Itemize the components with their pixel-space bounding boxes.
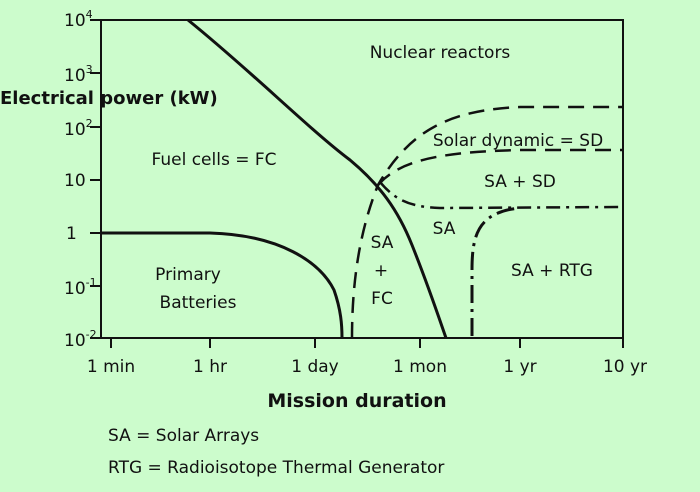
x-tick-label: 1 hr — [193, 357, 227, 377]
y-tick-label: 104 — [64, 8, 93, 31]
fuel-cell-nuclear-boundary — [187, 18, 448, 339]
x-tick-label: 1 yr — [503, 357, 536, 377]
region-label-primary: Primary — [155, 265, 221, 285]
region-label-nuclear-reactors: Nuclear reactors — [370, 43, 511, 63]
legend-sa: SA = Solar Arrays — [108, 426, 259, 446]
region-label-sa-sd: SA + SD — [484, 172, 556, 192]
primary-batteries-boundary — [101, 231, 344, 339]
region-label-fuel-cells: Fuel cells = FC — [151, 150, 276, 170]
solar-dynamic-lower-boundary — [377, 148, 622, 186]
y-tick-label: 103 — [64, 63, 93, 86]
sa-sd-boundary — [379, 181, 623, 210]
region-label-solar-dynamic: Solar dynamic = SD — [433, 131, 603, 151]
region-label-sa-fc-sa: SA — [371, 233, 394, 253]
region-label-sa-rtg: SA + RTG — [511, 261, 593, 281]
y-tick-label: 102 — [64, 117, 93, 140]
y-tick-label: 10-1 — [64, 276, 97, 299]
x-tick-label: 1 day — [291, 357, 339, 377]
y-axis-title: Electrical power (kW) — [0, 88, 218, 109]
region-label-sa-fc-plus: + — [374, 261, 388, 281]
rtg-boundary — [470, 206, 521, 336]
y-tick-marks — [90, 19, 101, 339]
x-axis-title: Mission duration — [267, 390, 446, 412]
legend-rtg: RTG = Radioisotope Thermal Generator — [108, 458, 444, 478]
x-tick-marks — [110, 338, 624, 348]
x-tick-label: 1 mon — [393, 357, 447, 377]
region-label-sa-fc-fc: FC — [371, 289, 393, 309]
x-tick-label: 1 min — [87, 357, 135, 377]
y-tick-label: 1 — [66, 224, 77, 244]
region-label-sa: SA — [433, 219, 456, 239]
y-tick-label: 10 — [64, 171, 86, 191]
y-tick-label: 10-2 — [64, 328, 97, 351]
x-tick-label: 10 yr — [603, 357, 647, 377]
region-label-batteries: Batteries — [160, 293, 237, 313]
